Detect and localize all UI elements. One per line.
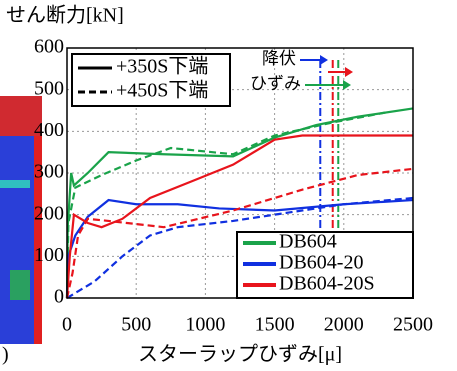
y-tick-label: 300 bbox=[34, 161, 64, 183]
legend-label: DB604-20 bbox=[279, 252, 363, 274]
x-tick-label: 2000 bbox=[324, 314, 364, 336]
x-tick-label: 1000 bbox=[185, 314, 225, 336]
legend-label: DB604-20S bbox=[279, 273, 375, 295]
y-tick-label: 500 bbox=[34, 77, 64, 99]
style-legend-label: +450S下端 bbox=[116, 79, 208, 102]
legend-label: DB604 bbox=[279, 231, 337, 253]
x-tick-label: 2500 bbox=[393, 314, 433, 336]
x-tick-label: 500 bbox=[121, 314, 151, 336]
y-tick-label: 600 bbox=[34, 36, 64, 58]
chart-title: せん断力[kN] bbox=[6, 4, 124, 27]
chart: ) せん断力[kN] スターラップひずみ[μ] 0 100 200 300 400 500… bbox=[0, 0, 457, 371]
annotation: 降伏 bbox=[262, 49, 296, 68]
side-caption: ) bbox=[2, 344, 9, 366]
style-legend-label: +350S下端 bbox=[116, 55, 208, 78]
y-tick-label: 100 bbox=[34, 244, 64, 266]
x-tick-label: 1500 bbox=[255, 314, 295, 336]
annotation: ひずみ bbox=[250, 74, 301, 93]
x-tick-label: 0 bbox=[62, 314, 72, 336]
y-tick-label: 400 bbox=[34, 119, 64, 141]
x-axis-label: スターラップひずみ[μ] bbox=[138, 343, 342, 366]
y-tick-label: 200 bbox=[34, 202, 64, 224]
y-tick-label: 0 bbox=[54, 286, 64, 308]
